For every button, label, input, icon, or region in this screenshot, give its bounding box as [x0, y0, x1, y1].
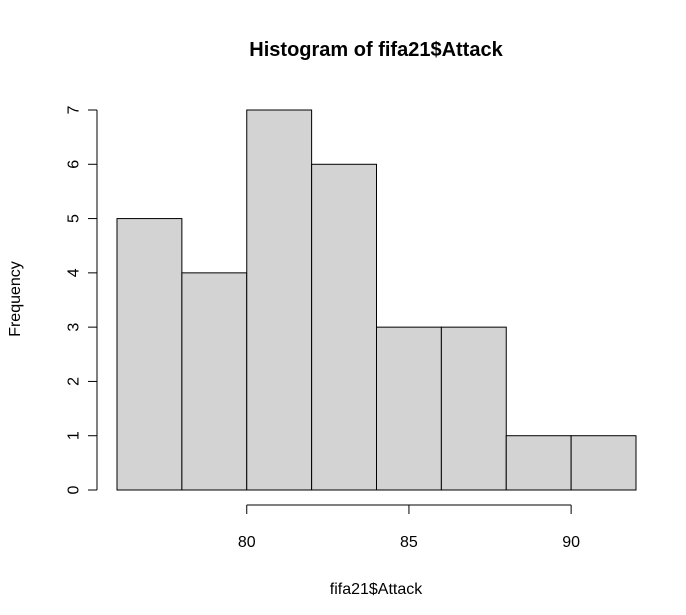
histogram-bar-5 [440, 326, 507, 491]
y-tick-label-6: 6 [66, 160, 83, 169]
y-tick-label-7: 7 [66, 105, 83, 114]
x-axis-label: fifa21$Attack [330, 581, 424, 598]
histogram-bar-1 [181, 272, 248, 491]
histogram-bar-3 [311, 163, 377, 491]
histogram-bar-0 [116, 218, 183, 491]
histogram-bar-6 [505, 435, 572, 491]
y-tick-label-4: 4 [66, 268, 83, 277]
x-tick-label-80: 80 [238, 534, 256, 551]
y-tick-label-2: 2 [66, 377, 83, 386]
y-tick-label-5: 5 [66, 214, 83, 223]
x-axis: 80 85 90 [238, 504, 580, 551]
x-tick-label-90: 90 [562, 534, 580, 551]
histogram-bar-4 [376, 326, 442, 491]
chart-title: Histogram of fifa21$Attack [249, 39, 503, 61]
bars-group [116, 109, 637, 491]
histogram-bar-2 [246, 109, 313, 491]
y-tick-label-1: 1 [66, 431, 83, 440]
y-axis-label: Frequency [7, 261, 24, 337]
x-tick-label-85: 85 [400, 534, 418, 551]
histogram-bar-7 [570, 435, 637, 491]
y-axis: 0 1 2 3 4 5 6 7 [66, 105, 98, 494]
y-tick-label-3: 3 [66, 323, 83, 332]
y-tick-label-0: 0 [66, 485, 83, 494]
